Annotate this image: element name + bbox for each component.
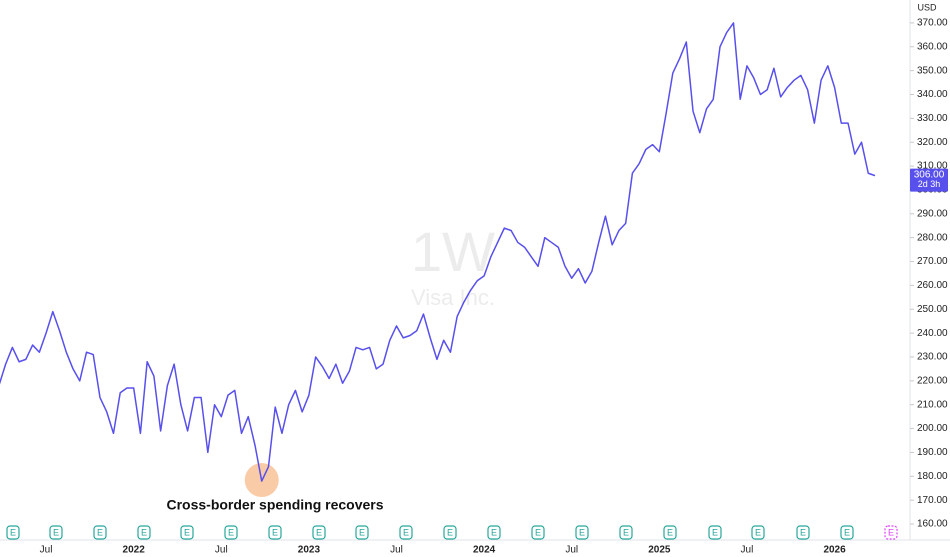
y-tick-label: 330.00 [917, 113, 948, 124]
price-line [0, 22, 876, 482]
x-tick-label: 2025 [648, 545, 671, 556]
x-tick-label: 2022 [123, 545, 146, 556]
earnings-letter: E [10, 527, 16, 537]
earnings-letter: E [53, 527, 59, 537]
y-tick-label: 360.00 [917, 41, 948, 52]
earnings-letter: E [141, 527, 147, 537]
earnings-badge [93, 525, 107, 540]
y-tick-label: 240.00 [917, 328, 948, 339]
earnings-badge [708, 525, 722, 540]
y-tick-label: 370.00 [917, 18, 948, 29]
x-tick-label: Jul [40, 545, 53, 556]
y-tick-label: 310.00 [917, 161, 948, 172]
earnings-letter: E [272, 527, 278, 537]
earnings-badge [443, 525, 457, 540]
earnings-badge [224, 525, 238, 540]
y-tick-label: 180.00 [917, 471, 948, 482]
earnings-badge [575, 525, 589, 540]
y-tick-label: 170.00 [917, 495, 948, 506]
earnings-letter: E [97, 527, 103, 537]
earnings-badge [399, 525, 413, 540]
y-tick-label: 350.00 [917, 65, 948, 76]
currency-label: USD [917, 2, 937, 12]
upcoming-earnings-letter: E [888, 527, 894, 537]
earnings-letter: E [403, 527, 409, 537]
x-tick-label: Jul [741, 545, 754, 556]
earnings-badge [312, 525, 326, 540]
y-tick-label: 260.00 [917, 280, 948, 291]
earnings-badge [49, 525, 63, 540]
earnings-letter: E [579, 527, 585, 537]
earnings-badge [268, 525, 282, 540]
earnings-badge [796, 525, 810, 540]
earnings-badge [531, 525, 545, 540]
earnings-letter: E [844, 527, 850, 537]
earnings-letter: E [184, 527, 190, 537]
x-tick-label: 2024 [473, 545, 496, 556]
y-tick-label: 200.00 [917, 423, 948, 434]
price-tag-countdown: 2d 3h [918, 179, 941, 189]
y-tick-label: 290.00 [917, 208, 948, 219]
x-tick-label: Jul [390, 545, 403, 556]
earnings-badge [751, 525, 765, 540]
watermark-interval: 1W [411, 220, 495, 283]
earnings-badge [6, 525, 20, 540]
earnings-badge [137, 525, 151, 540]
earnings-letter: E [755, 527, 761, 537]
y-tick-label: 160.00 [917, 519, 948, 530]
y-tick-label: 210.00 [917, 399, 948, 410]
y-tick-label: 320.00 [917, 137, 948, 148]
earnings-letter: E [447, 527, 453, 537]
earnings-letter: E [667, 527, 673, 537]
y-tick-label: 230.00 [917, 352, 948, 363]
y-tick-label: 280.00 [917, 232, 948, 243]
y-tick-label: 220.00 [917, 375, 948, 386]
earnings-badge [840, 525, 854, 540]
watermark-symbol: Visa Inc. [411, 285, 495, 310]
x-tick-label: Jul [565, 545, 578, 556]
upcoming-earnings-badge [884, 525, 898, 540]
annotation-text: Cross-border spending recovers [166, 497, 383, 513]
earnings-letter: E [359, 527, 365, 537]
earnings-badge [487, 525, 501, 540]
earnings-letter: E [800, 527, 806, 537]
earnings-badge [180, 525, 194, 540]
x-tick-label: 2023 [298, 545, 321, 556]
price-tag-label: 306.00 [914, 169, 945, 180]
earnings-badge [619, 525, 633, 540]
y-tick-label: 250.00 [917, 304, 948, 315]
earnings-letter: E [623, 527, 629, 537]
earnings-letter: E [491, 527, 497, 537]
earnings-badge [663, 525, 677, 540]
y-tick-label: 270.00 [917, 256, 948, 267]
x-tick-label: Jul [215, 545, 228, 556]
earnings-letter: E [316, 527, 322, 537]
earnings-badge [355, 525, 369, 540]
y-tick-label: 190.00 [917, 447, 948, 458]
earnings-letter: E [535, 527, 541, 537]
y-tick-label: 340.00 [917, 89, 948, 100]
price-tag [910, 168, 948, 192]
x-tick-label: 2026 [823, 545, 846, 556]
earnings-letter: E [228, 527, 234, 537]
earnings-letter: E [712, 527, 718, 537]
